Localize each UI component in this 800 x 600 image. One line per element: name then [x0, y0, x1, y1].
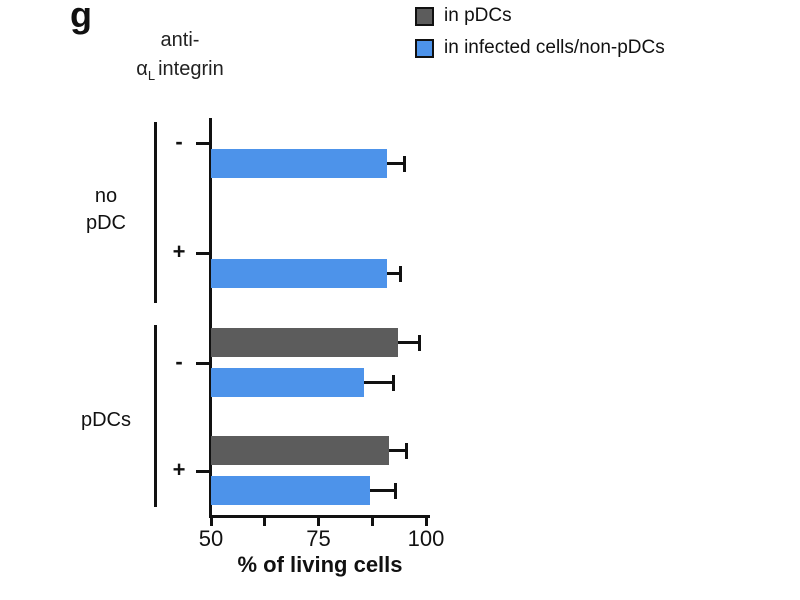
- y-axis-line: [209, 118, 212, 518]
- error-bar-cap: [394, 482, 398, 499]
- group-label-line: no: [94, 185, 118, 207]
- x-axis-title: % of living cells: [237, 552, 403, 577]
- error-bar-cap: [418, 334, 422, 351]
- group-bracket-no-pdc: [154, 122, 157, 303]
- bar-in-infected-cells: [211, 368, 364, 397]
- group-label-line: pDCs: [80, 409, 131, 431]
- legend: in pDCs in infected cells/non-pDCs: [415, 0, 665, 64]
- legend-swatch-blue-icon: [415, 38, 434, 58]
- group-label-pdcs: pDCs: [62, 407, 150, 434]
- error-bar-cap: [398, 265, 402, 282]
- condition-label: -: [175, 349, 183, 374]
- group-label-line: pDC: [85, 212, 126, 234]
- error-bar-cap: [403, 155, 406, 172]
- condition-label: +: [172, 239, 186, 264]
- group-label-no-pdc: no pDC: [62, 183, 150, 237]
- error-bar-line: [398, 341, 420, 344]
- x-tick: [209, 518, 213, 526]
- error-bar-line: [387, 272, 401, 275]
- error-bar-line: [370, 489, 396, 492]
- bar-in-infected-cells: [211, 476, 371, 505]
- legend-label: in pDCs: [444, 5, 512, 26]
- anti-integrin-label-line2: αL integrin: [136, 58, 224, 83]
- x-tick-label: 50: [198, 526, 224, 551]
- condition-label: +: [172, 457, 186, 482]
- panel-label: g: [70, 0, 92, 35]
- anti-integrin-label-line1: anti-: [160, 29, 200, 51]
- anti-integrin-label: anti- αL integrin: [112, 26, 248, 90]
- x-tick: [424, 518, 428, 526]
- error-bar-line: [389, 449, 407, 452]
- y-axis-tick: [196, 361, 211, 365]
- legend-item-pdcs: in pDCs: [415, 0, 665, 32]
- legend-label: in infected cells/non-pDCs: [444, 37, 665, 58]
- y-axis-tick: [196, 469, 211, 473]
- x-tick: [317, 518, 320, 526]
- y-axis-tick: [196, 251, 211, 255]
- bar-in-infected-cells: [211, 149, 388, 178]
- condition-label: -: [175, 129, 183, 154]
- legend-swatch-gray-icon: [415, 6, 434, 26]
- bar-in-pdcs: [211, 328, 399, 357]
- y-axis-tick: [196, 141, 211, 145]
- x-tick-label: 75: [306, 526, 331, 551]
- legend-item-infected: in infected cells/non-pDCs: [415, 32, 665, 64]
- group-bracket-pdcs: [154, 325, 157, 507]
- bar-in-infected-cells: [211, 259, 388, 288]
- error-bar-line: [387, 162, 405, 165]
- x-tick: [370, 518, 374, 526]
- error-bar-cap: [405, 442, 409, 459]
- x-axis-line: [209, 515, 430, 518]
- error-bar-line: [363, 381, 394, 384]
- error-bar-cap: [392, 374, 396, 391]
- x-tick: [263, 518, 267, 526]
- bar-in-pdcs: [211, 436, 390, 465]
- x-tick-label: 100: [407, 526, 445, 551]
